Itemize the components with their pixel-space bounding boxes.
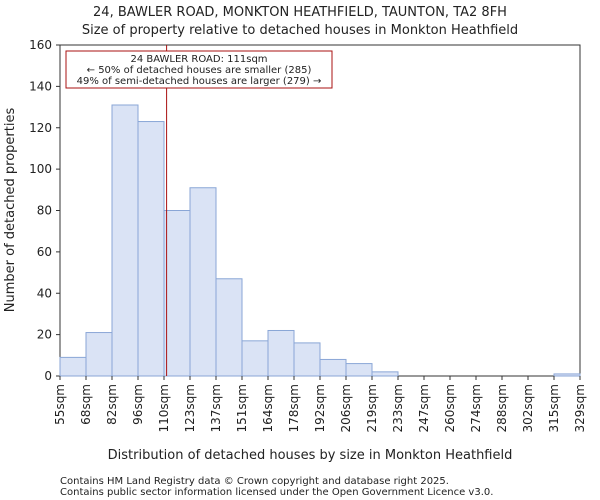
y-tick-label: 140	[29, 79, 52, 93]
y-tick-label: 60	[37, 245, 52, 259]
x-tick-label: 96sqm	[131, 384, 145, 425]
x-tick-label: 137sqm	[209, 384, 223, 432]
bar	[345, 363, 373, 377]
bar	[59, 356, 87, 377]
bar	[319, 358, 347, 377]
bar	[241, 340, 269, 377]
chart-title-line2: Size of property relative to detached ho…	[82, 23, 518, 38]
x-tick-label: 123sqm	[183, 384, 197, 432]
bar	[163, 210, 191, 377]
annotation-box	[65, 50, 333, 89]
bar	[293, 342, 321, 377]
x-axis-label: Distribution of detached houses by size …	[108, 448, 513, 463]
x-tick-label: 260sqm	[443, 384, 457, 432]
x-tick-label: 164sqm	[261, 384, 275, 432]
x-tick-label: 55sqm	[53, 384, 67, 425]
x-tick-label: 274sqm	[469, 384, 483, 432]
x-tick-label: 110sqm	[157, 384, 171, 432]
x-tick-label: 233sqm	[391, 384, 405, 432]
y-tick-label: 100	[29, 162, 52, 176]
y-tick-label: 80	[37, 204, 52, 218]
footer-line2: Contains public sector information licen…	[60, 487, 493, 498]
x-tick-label: 329sqm	[573, 384, 587, 432]
x-tick-label: 82sqm	[105, 384, 119, 425]
y-tick-label: 20	[37, 328, 52, 342]
x-tick-label: 151sqm	[235, 384, 249, 432]
x-tick-label: 178sqm	[287, 384, 301, 432]
bar	[137, 121, 165, 377]
bar	[553, 373, 581, 377]
x-tick-label: 192sqm	[313, 384, 327, 432]
bar	[85, 332, 113, 377]
bar	[371, 371, 399, 377]
annotation-line1: 24 BAWLER ROAD: 111sqm	[130, 54, 267, 65]
annotation-line3: 49% of semi-detached houses are larger (…	[77, 76, 322, 87]
annotation-line2: ← 50% of detached houses are smaller (28…	[87, 65, 312, 76]
y-tick-label: 0	[44, 369, 52, 383]
x-tick-label: 206sqm	[339, 384, 353, 432]
x-tick-label: 219sqm	[365, 384, 379, 432]
x-tick-label: 288sqm	[495, 384, 509, 432]
chart-title-line1: 24, BAWLER ROAD, MONKTON HEATHFIELD, TAU…	[93, 5, 507, 20]
x-tick-label: 68sqm	[79, 384, 93, 425]
footer-line1: Contains HM Land Registry data © Crown c…	[60, 476, 449, 487]
y-tick-label: 160	[29, 38, 52, 52]
x-tick-label: 315sqm	[547, 384, 561, 432]
x-tick-label: 302sqm	[521, 384, 535, 432]
y-tick-label: 40	[37, 286, 52, 300]
bar	[215, 278, 243, 377]
bar	[267, 329, 295, 377]
y-tick-label: 120	[29, 121, 52, 135]
x-tick-label: 247sqm	[417, 384, 431, 432]
bar	[189, 187, 217, 377]
bar	[111, 104, 139, 377]
y-axis-label: Number of detached properties	[3, 108, 18, 313]
